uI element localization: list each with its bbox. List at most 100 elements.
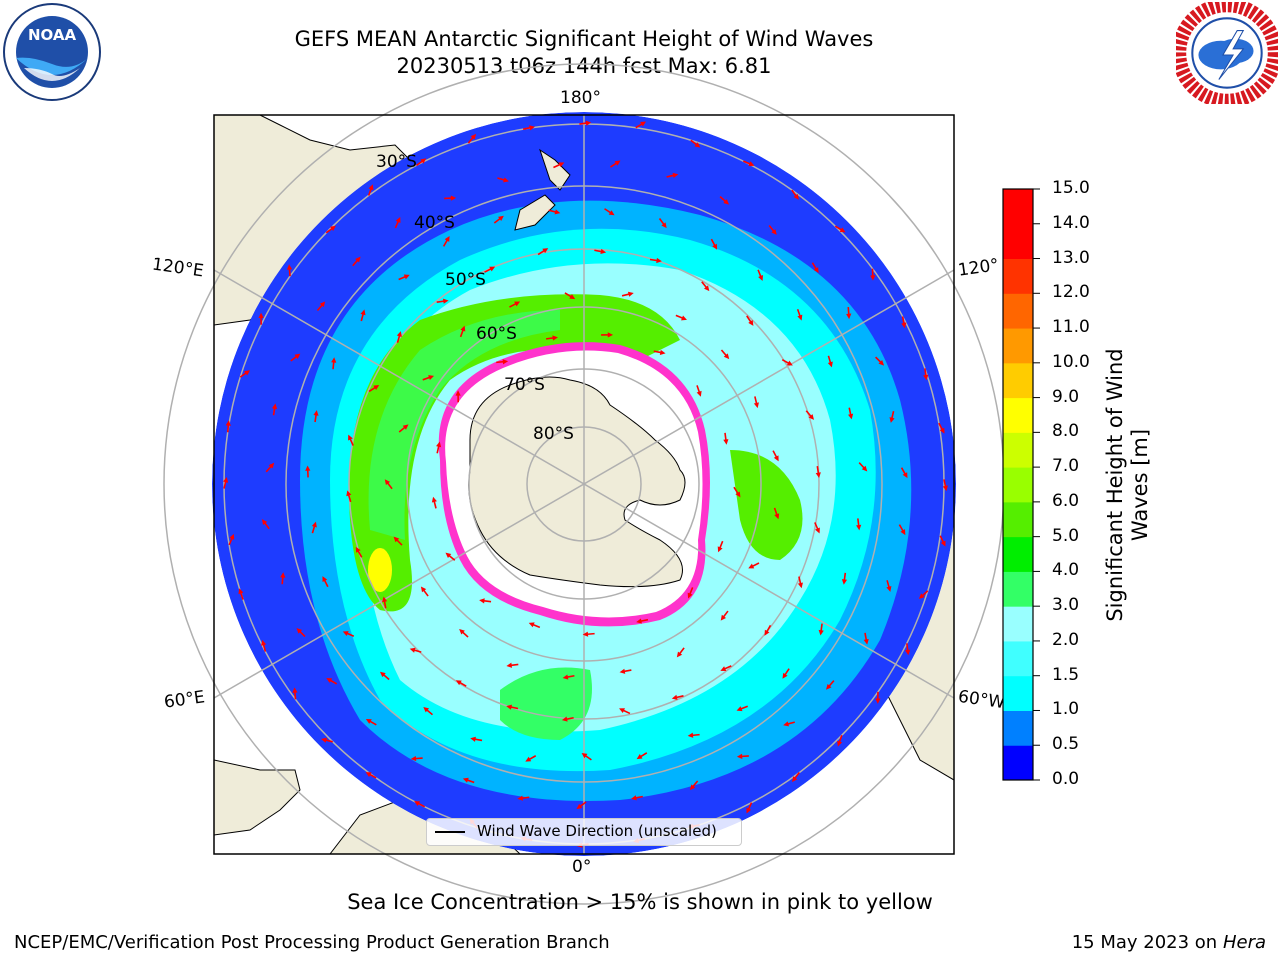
wave-direction-arrowhead xyxy=(576,803,583,810)
wave-direction-arrowhead xyxy=(748,563,755,569)
wave-direction-arrowhead xyxy=(797,582,803,589)
wave-direction-arrowhead xyxy=(720,666,727,671)
colorbar-title: Significant Height of Wind Waves [m] xyxy=(1103,348,1152,622)
wave-direction-arrowhead xyxy=(815,472,821,478)
wave-direction-arrowhead xyxy=(292,687,298,693)
wave-direction-arrowhead xyxy=(223,476,229,483)
wave-direction-arrowhead xyxy=(792,776,798,783)
wave-direction-arrowhead xyxy=(681,315,687,321)
wave-direction-arrowhead xyxy=(671,694,678,700)
wave-direction-arrowhead xyxy=(261,519,268,525)
chart-subtitle: 20230513 t06z 144h fcst Max: 6.81 xyxy=(396,54,772,78)
wave-direction-arrowhead xyxy=(561,716,568,722)
wave-direction-arrowhead xyxy=(723,199,730,205)
wave-direction-arrowhead xyxy=(321,737,327,743)
wave-direction-arrowhead xyxy=(229,533,235,540)
wave-direction-arrowhead xyxy=(786,360,793,366)
wave-direction-arrowhead xyxy=(696,390,702,397)
wave-direction-arrowhead xyxy=(542,248,549,254)
wave-direction-arrowhead xyxy=(863,638,869,645)
wave-direction-arrowhead xyxy=(813,267,819,274)
wave-direction-arrowhead xyxy=(294,353,301,359)
wave-direction-arrowhead xyxy=(878,359,885,366)
wave-direction-arrowhead xyxy=(687,592,693,599)
wave-direction-arrowhead xyxy=(368,184,374,191)
wave-direction-arrowhead xyxy=(455,680,462,686)
wave-direction-arrowhead xyxy=(902,472,908,479)
wave-direction-arrowhead xyxy=(459,629,465,635)
wave-direction-arrowhead xyxy=(360,309,366,316)
colorbar-tick-label: 1.0 xyxy=(1052,699,1080,720)
colorbar-tick-label: 3.0 xyxy=(1052,595,1080,616)
colorbar-tick-label: 11.0 xyxy=(1052,317,1090,338)
lat-label-30s: 30°S xyxy=(376,152,417,172)
lon-label-0: 0° xyxy=(572,857,592,877)
wave-direction-arrowhead xyxy=(528,622,535,628)
wave-direction-arrowhead xyxy=(939,427,945,434)
wave-direction-arrowhead xyxy=(758,275,763,281)
map-border xyxy=(213,114,955,855)
wave-direction-arrowhead xyxy=(808,414,815,420)
wave-direction-arrowhead xyxy=(748,319,754,326)
wave-direction-arrowhead xyxy=(445,552,452,559)
wave-direction-arrowhead xyxy=(331,357,337,363)
colorbar-tick-label: 15.0 xyxy=(1052,178,1090,198)
wave-direction-arrowhead xyxy=(396,331,402,338)
wave-direction-arrowhead xyxy=(514,301,521,307)
wave-direction-arrowhead xyxy=(554,209,561,215)
wave-direction-arrowhead xyxy=(656,257,662,264)
wave-direction-arrowhead xyxy=(365,772,372,777)
wave-direction-arrowhead xyxy=(764,629,770,636)
colorbar-tick-label: 9.0 xyxy=(1052,386,1080,407)
wave-direction-arrowhead xyxy=(797,314,803,321)
wave-direction-arrowhead xyxy=(736,706,743,712)
credit-text: NCEP/EMC/Verification Post Processing Pr… xyxy=(14,932,610,953)
wave-direction-arrowhead xyxy=(614,160,621,166)
lat-label-50s: 50°S xyxy=(445,270,486,290)
wave-direction-arrowhead xyxy=(856,524,862,531)
wave-direction-arrowhead xyxy=(410,755,417,762)
wave-direction-arrowhead xyxy=(525,756,532,762)
antarctica-land xyxy=(468,376,686,588)
wave-direction-arrowhead xyxy=(506,704,512,710)
wave-direction-arrowhead xyxy=(409,647,416,653)
wave-direction-arrowhead xyxy=(225,420,231,426)
wave-direction-arrowhead xyxy=(462,777,469,783)
wave-direction-arrowhead xyxy=(839,227,846,233)
colorbar-tick-label: 12.0 xyxy=(1052,282,1090,303)
wave-direction-arrowhead xyxy=(489,266,496,272)
wave-direction-arrowhead xyxy=(773,455,779,462)
wave-direction-arrowhead xyxy=(569,294,576,300)
caption: Sea Ice Concentration > 15% is shown in … xyxy=(347,890,933,914)
map-legend: Wind Wave Direction (unscaled) xyxy=(426,818,742,846)
wave-direction-arrowhead xyxy=(355,546,361,553)
wave-direction-arrowhead xyxy=(815,527,820,534)
wave-direction-arrowhead xyxy=(403,274,410,280)
noaa-logo-text: NOAA xyxy=(28,26,77,44)
wave-direction-arrowhead xyxy=(529,125,535,131)
wave-direction-arrowhead xyxy=(420,158,427,164)
wave-direction-arrowhead xyxy=(506,662,513,668)
wave-direction-arrowhead xyxy=(736,753,743,759)
wave-direction-arrowhead xyxy=(268,462,275,469)
wave-direction-arrowhead xyxy=(689,784,696,791)
wave-direction-arrowhead xyxy=(942,485,948,492)
wave-direction-arrowhead xyxy=(373,384,380,391)
wave-direction-arrowhead xyxy=(870,275,876,281)
wave-direction-arrowhead xyxy=(818,629,824,636)
wave-direction-arrowhead xyxy=(703,285,710,292)
colorbar-tick-label: 1.5 xyxy=(1052,664,1080,685)
colorbar-tick-label: 6.0 xyxy=(1052,490,1080,511)
wave-direction-arrowhead xyxy=(875,698,881,704)
wave-direction-arrowhead xyxy=(723,353,730,360)
wave-direction-arrowhead xyxy=(244,370,251,376)
wave-direction-arrowhead xyxy=(322,576,328,583)
wave-direction-arrowhead xyxy=(423,706,430,713)
wave-direction-arrowhead xyxy=(846,313,852,320)
wave-direction-arrowhead xyxy=(774,513,780,520)
wave-direction-arrowhead xyxy=(271,403,278,410)
wave-direction-arrowhead xyxy=(905,649,911,656)
wave-direction-arrowhead xyxy=(502,359,509,365)
wave-direction-arrowhead xyxy=(420,586,427,593)
